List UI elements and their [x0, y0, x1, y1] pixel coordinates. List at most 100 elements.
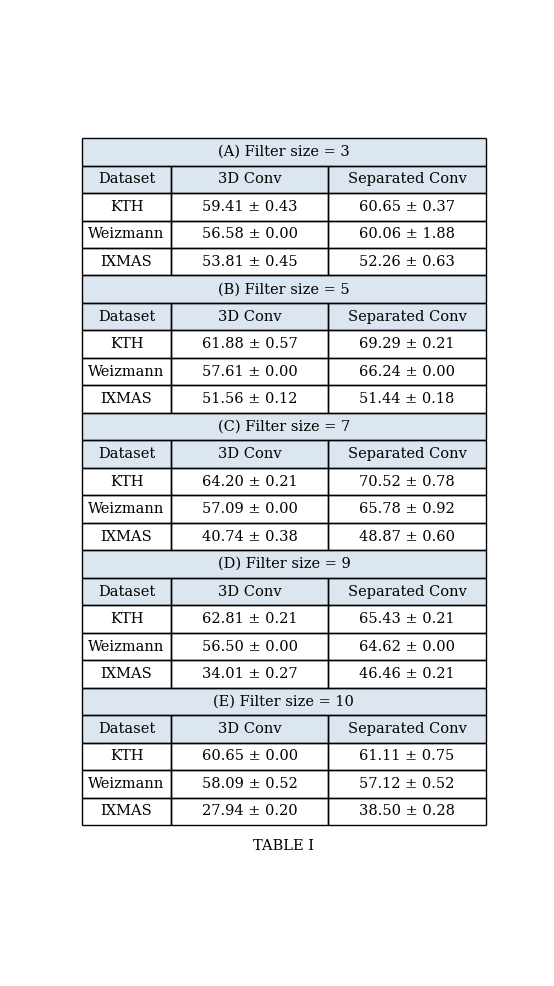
- Text: IXMAS: IXMAS: [101, 805, 152, 818]
- Text: (A) Filter size = 3: (A) Filter size = 3: [218, 145, 350, 159]
- Text: 61.11 ± 0.75: 61.11 ± 0.75: [360, 749, 455, 763]
- Bar: [82, 221, 171, 248]
- Text: 60.65 ± 0.00: 60.65 ± 0.00: [202, 749, 297, 763]
- Bar: [82, 770, 171, 798]
- Bar: [329, 495, 486, 523]
- Bar: [329, 578, 486, 605]
- Bar: [82, 605, 171, 633]
- Text: 62.81 ± 0.21: 62.81 ± 0.21: [202, 612, 297, 626]
- Bar: [171, 523, 329, 550]
- Text: Separated Conv: Separated Conv: [347, 585, 466, 599]
- Bar: [171, 358, 329, 386]
- Text: 3D Conv: 3D Conv: [218, 310, 281, 323]
- Bar: [329, 798, 486, 825]
- Bar: [171, 441, 329, 468]
- Text: 48.87 ± 0.60: 48.87 ± 0.60: [359, 529, 455, 543]
- Text: 56.50 ± 0.00: 56.50 ± 0.00: [202, 640, 297, 654]
- Bar: [329, 358, 486, 386]
- Bar: [82, 193, 171, 221]
- Text: 69.29 ± 0.21: 69.29 ± 0.21: [360, 337, 455, 351]
- Text: 3D Conv: 3D Conv: [218, 722, 281, 736]
- Bar: [82, 275, 486, 303]
- Bar: [82, 358, 171, 386]
- Bar: [329, 633, 486, 661]
- Bar: [82, 413, 486, 441]
- Bar: [82, 578, 171, 605]
- Text: 59.41 ± 0.43: 59.41 ± 0.43: [202, 200, 297, 214]
- Text: 64.20 ± 0.21: 64.20 ± 0.21: [202, 474, 297, 489]
- Text: Weizmann: Weizmann: [88, 640, 165, 654]
- Text: KTH: KTH: [110, 200, 143, 214]
- Bar: [171, 770, 329, 798]
- Text: Weizmann: Weizmann: [88, 365, 165, 379]
- Text: 3D Conv: 3D Conv: [218, 447, 281, 461]
- Text: 53.81 ± 0.45: 53.81 ± 0.45: [202, 254, 297, 269]
- Text: 58.09 ± 0.52: 58.09 ± 0.52: [202, 777, 297, 791]
- Bar: [171, 661, 329, 688]
- Bar: [329, 248, 486, 275]
- Text: 56.58 ± 0.00: 56.58 ± 0.00: [202, 227, 297, 242]
- Bar: [171, 330, 329, 358]
- Bar: [329, 193, 486, 221]
- Text: 51.56 ± 0.12: 51.56 ± 0.12: [202, 392, 297, 406]
- Text: 38.50 ± 0.28: 38.50 ± 0.28: [359, 805, 455, 818]
- Text: (C) Filter size = 7: (C) Filter size = 7: [218, 420, 350, 434]
- Text: IXMAS: IXMAS: [101, 392, 152, 406]
- Text: IXMAS: IXMAS: [101, 667, 152, 681]
- Bar: [82, 166, 171, 193]
- Bar: [171, 166, 329, 193]
- Text: 27.94 ± 0.20: 27.94 ± 0.20: [202, 805, 297, 818]
- Text: (E) Filter size = 10: (E) Filter size = 10: [213, 694, 355, 709]
- Text: TABLE I: TABLE I: [253, 839, 315, 853]
- Bar: [82, 550, 486, 578]
- Bar: [82, 633, 171, 661]
- Text: 60.65 ± 0.37: 60.65 ± 0.37: [359, 200, 455, 214]
- Bar: [329, 221, 486, 248]
- Bar: [171, 303, 329, 330]
- Bar: [329, 330, 486, 358]
- Bar: [329, 386, 486, 413]
- Text: KTH: KTH: [110, 612, 143, 626]
- Text: IXMAS: IXMAS: [101, 529, 152, 543]
- Text: Dataset: Dataset: [98, 173, 155, 186]
- Text: KTH: KTH: [110, 474, 143, 489]
- Text: Separated Conv: Separated Conv: [347, 447, 466, 461]
- Bar: [171, 578, 329, 605]
- Bar: [329, 468, 486, 495]
- Bar: [329, 523, 486, 550]
- Bar: [82, 688, 486, 715]
- Bar: [171, 248, 329, 275]
- Bar: [171, 742, 329, 770]
- Text: 60.06 ± 1.88: 60.06 ± 1.88: [359, 227, 455, 242]
- Bar: [82, 661, 171, 688]
- Bar: [82, 441, 171, 468]
- Bar: [82, 386, 171, 413]
- Text: Weizmann: Weizmann: [88, 777, 165, 791]
- Text: 46.46 ± 0.21: 46.46 ± 0.21: [359, 667, 455, 681]
- Bar: [329, 661, 486, 688]
- Text: KTH: KTH: [110, 337, 143, 351]
- Bar: [171, 468, 329, 495]
- Bar: [171, 221, 329, 248]
- Bar: [329, 770, 486, 798]
- Bar: [329, 715, 486, 742]
- Bar: [82, 303, 171, 330]
- Text: 3D Conv: 3D Conv: [218, 585, 281, 599]
- Text: Separated Conv: Separated Conv: [347, 310, 466, 323]
- Bar: [82, 330, 171, 358]
- Text: 3D Conv: 3D Conv: [218, 173, 281, 186]
- Text: 65.43 ± 0.21: 65.43 ± 0.21: [359, 612, 455, 626]
- Bar: [171, 633, 329, 661]
- Text: Dataset: Dataset: [98, 722, 155, 736]
- Text: 57.61 ± 0.00: 57.61 ± 0.00: [202, 365, 297, 379]
- Text: Weizmann: Weizmann: [88, 502, 165, 516]
- Text: 65.78 ± 0.92: 65.78 ± 0.92: [359, 502, 455, 516]
- Text: Weizmann: Weizmann: [88, 227, 165, 242]
- Text: (B) Filter size = 5: (B) Filter size = 5: [218, 282, 350, 296]
- Bar: [329, 303, 486, 330]
- Bar: [82, 468, 171, 495]
- Text: 64.62 ± 0.00: 64.62 ± 0.00: [359, 640, 455, 654]
- Text: 66.24 ± 0.00: 66.24 ± 0.00: [359, 365, 455, 379]
- Text: Dataset: Dataset: [98, 585, 155, 599]
- Bar: [171, 715, 329, 742]
